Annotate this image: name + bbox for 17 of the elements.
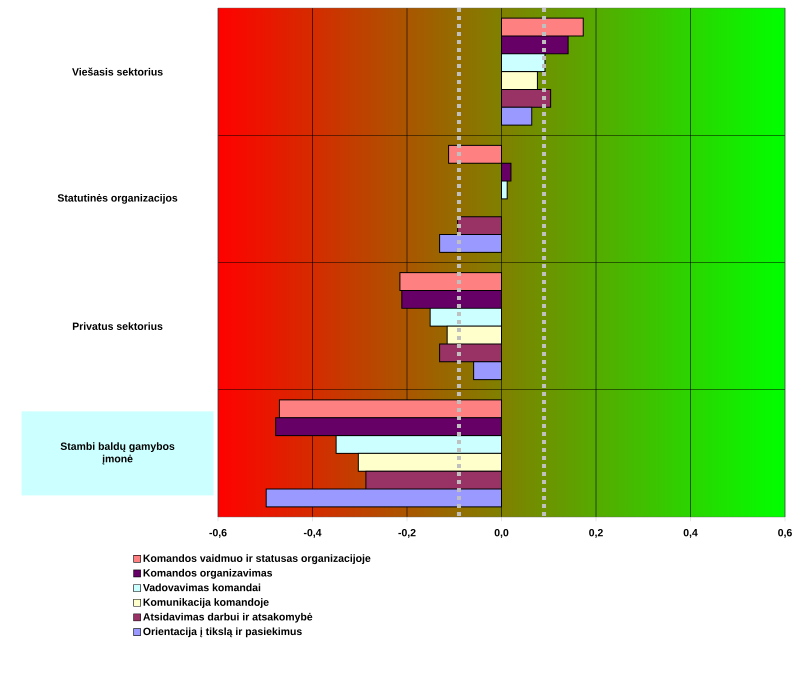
- legend-label: Orientacija į tikslą ir pasiekimus: [143, 627, 302, 638]
- y-tick-label: Statutinės organizacijos: [58, 194, 178, 204]
- legend-label: Komandos vaidmuo ir statusas organizacijoje: [144, 554, 370, 564]
- legend-label: Atsidavimas darbui ir atsakomybė: [143, 612, 312, 623]
- x-tick-label: 0,6: [778, 528, 792, 538]
- x-tick-label: 0,4: [684, 528, 698, 538]
- legend-label: Komandos organizavimas: [144, 568, 272, 579]
- legend-label: Vadovavimas komandai: [142, 584, 260, 592]
- y-tick-label: Stambi baldų gamybos įmonė: [60, 442, 174, 464]
- x-tick-label: 0,0: [494, 528, 508, 538]
- x-tick-label: 0,2: [589, 528, 603, 538]
- y-tick-label: Privatus sektorius: [72, 322, 162, 330]
- legend-label: Komunikacija komandoje: [144, 598, 269, 608]
- x-tick-label: -0,6: [209, 528, 227, 538]
- x-tick-label: -0,4: [304, 528, 322, 538]
- x-tick-label: -0,2: [398, 528, 416, 538]
- y-tick-label: Viešasis sektorius: [72, 68, 163, 76]
